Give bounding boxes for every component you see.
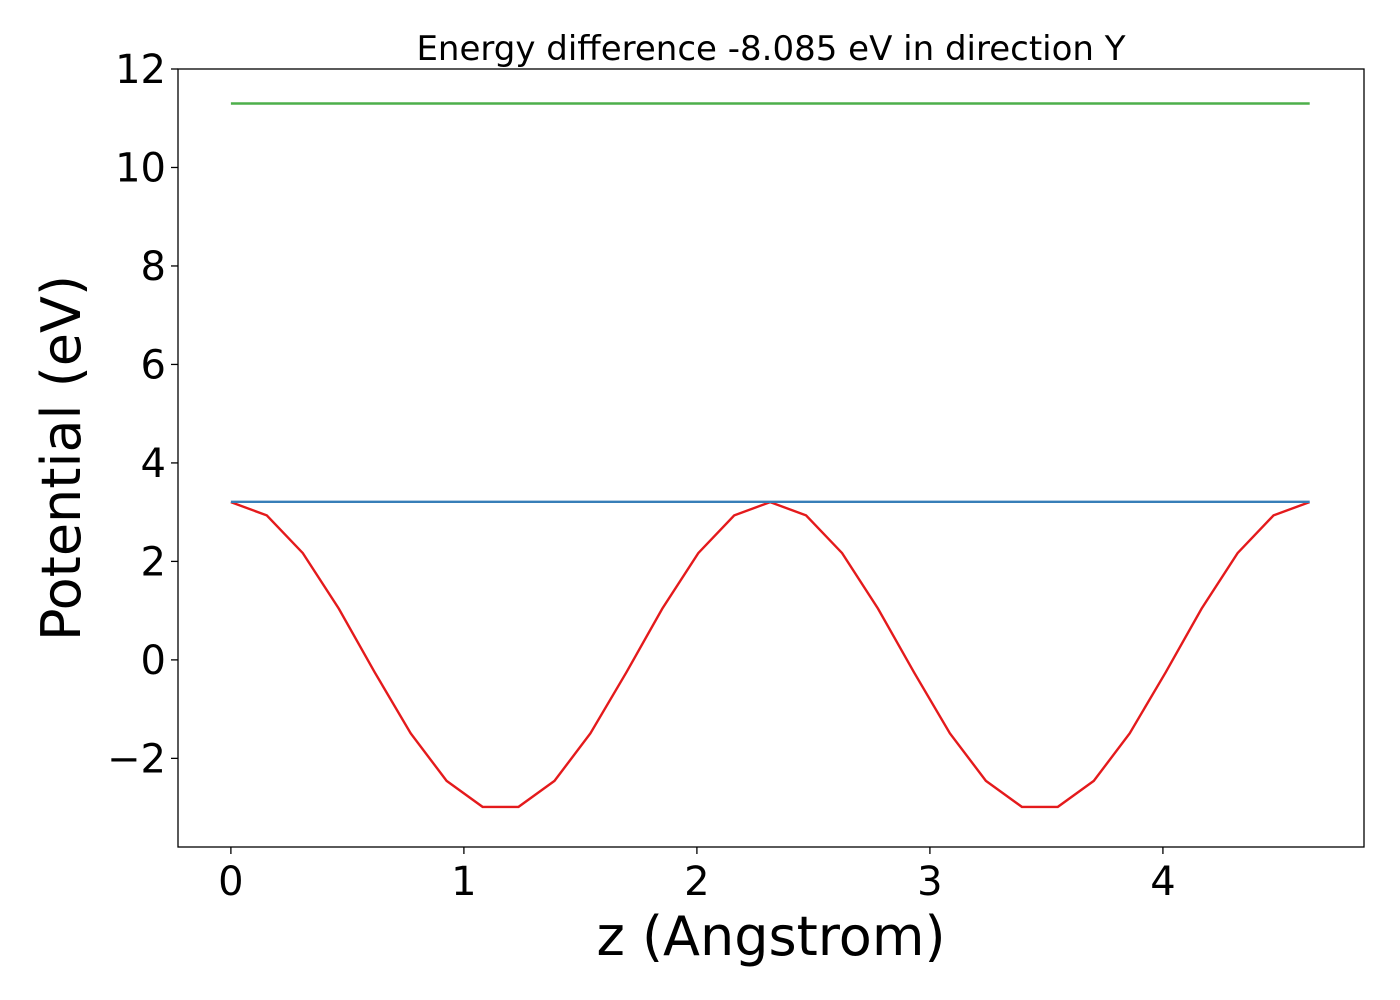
x-tick-label: 4 xyxy=(1150,859,1175,905)
y-tick-label: 6 xyxy=(141,342,166,388)
y-tick-label: 12 xyxy=(115,47,166,93)
y-axis-label: Potential (eV) xyxy=(30,275,93,641)
y-tick-label: 8 xyxy=(141,244,166,290)
y-tick-label: 4 xyxy=(141,441,166,487)
plot-frame xyxy=(177,68,1365,848)
y-tick-label: 2 xyxy=(141,539,166,585)
x-tick-label: 3 xyxy=(917,859,942,905)
x-tick-label: 1 xyxy=(451,859,476,905)
chart-title: Energy difference -8.085 eV in direction… xyxy=(416,29,1125,69)
x-tick-label: 0 xyxy=(218,859,243,905)
x-tick-label: 2 xyxy=(684,859,709,905)
y-tick-label: 10 xyxy=(115,145,166,191)
series-line-0 xyxy=(230,500,1310,809)
y-tick-label: 0 xyxy=(141,638,166,684)
x-axis-label: z (Angstrom) xyxy=(596,905,945,968)
y-tick-label: −2 xyxy=(107,736,166,782)
